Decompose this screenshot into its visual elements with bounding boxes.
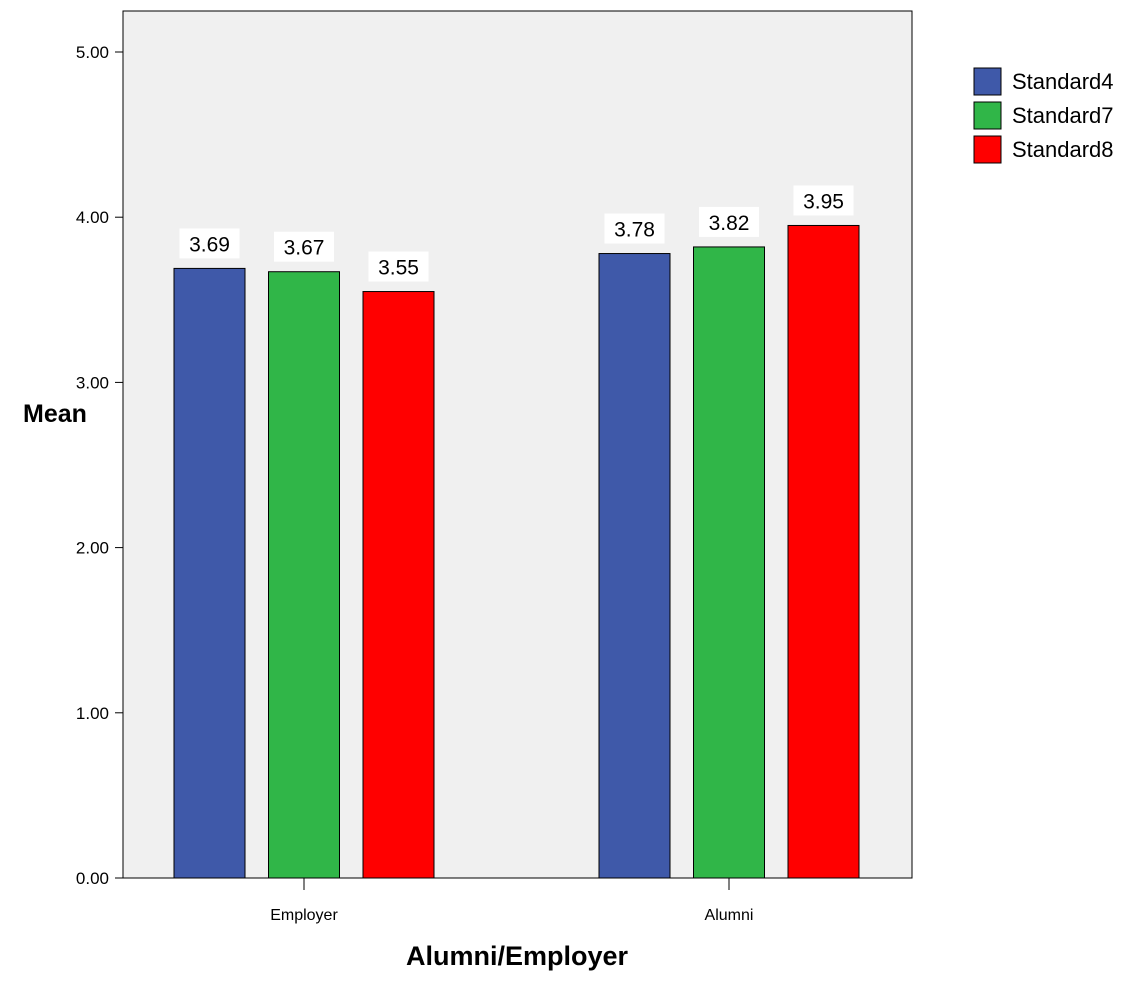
bar-standard8-alumni [787, 224, 860, 879]
data-label-background [699, 206, 759, 237]
y-tick-label: 4.00 [76, 208, 109, 227]
bar-standard4-alumni [598, 253, 671, 879]
data-label-background [274, 231, 334, 262]
data-label-background [368, 251, 429, 282]
data-label-background [604, 213, 665, 244]
bar-standard7-alumni [693, 246, 765, 879]
legend-swatch-standard7 [973, 101, 1002, 130]
legend-label: Standard4 [1012, 69, 1114, 94]
y-tick-label: 1.00 [76, 704, 109, 723]
x-axis-title: Alumni/Employer [406, 941, 629, 971]
y-tick-label: 2.00 [76, 539, 109, 558]
x-tick-label: Alumni [705, 907, 754, 924]
bar-standard4-employer [173, 267, 246, 879]
y-axis-title: Mean [23, 400, 87, 428]
legend-label: Standard7 [1012, 103, 1114, 128]
legend-swatch-standard8 [973, 135, 1002, 164]
x-tick-label: Employer [270, 907, 338, 924]
y-axis: 0.00 1.00 2.00 3.00 4.00 5.00 [76, 43, 123, 888]
data-label: 3.95 [803, 190, 844, 213]
y-tick-label: 3.00 [76, 373, 109, 392]
x-axis: Employer Alumni [270, 878, 753, 924]
legend-label: Standard8 [1012, 137, 1114, 162]
data-label: 3.82 [709, 212, 750, 235]
data-label: 3.55 [378, 257, 419, 280]
y-tick-label: 0.00 [76, 869, 109, 888]
data-label: 3.69 [189, 233, 230, 256]
bars [173, 224, 860, 879]
legend: Standard4 Standard7 Standard8 [973, 67, 1114, 164]
value-labels: 3.69 3.67 3.55 3.78 3.82 3.95 [179, 185, 854, 282]
bar-standard8-employer [362, 291, 435, 879]
data-label-background [793, 185, 854, 216]
data-label: 3.67 [284, 237, 325, 260]
data-label: 3.78 [614, 219, 655, 242]
data-label-background [179, 228, 240, 259]
y-tick-label: 5.00 [76, 43, 109, 62]
bar-standard7-employer [268, 271, 340, 879]
plot-area [122, 10, 913, 879]
legend-swatch-standard4 [973, 67, 1002, 96]
